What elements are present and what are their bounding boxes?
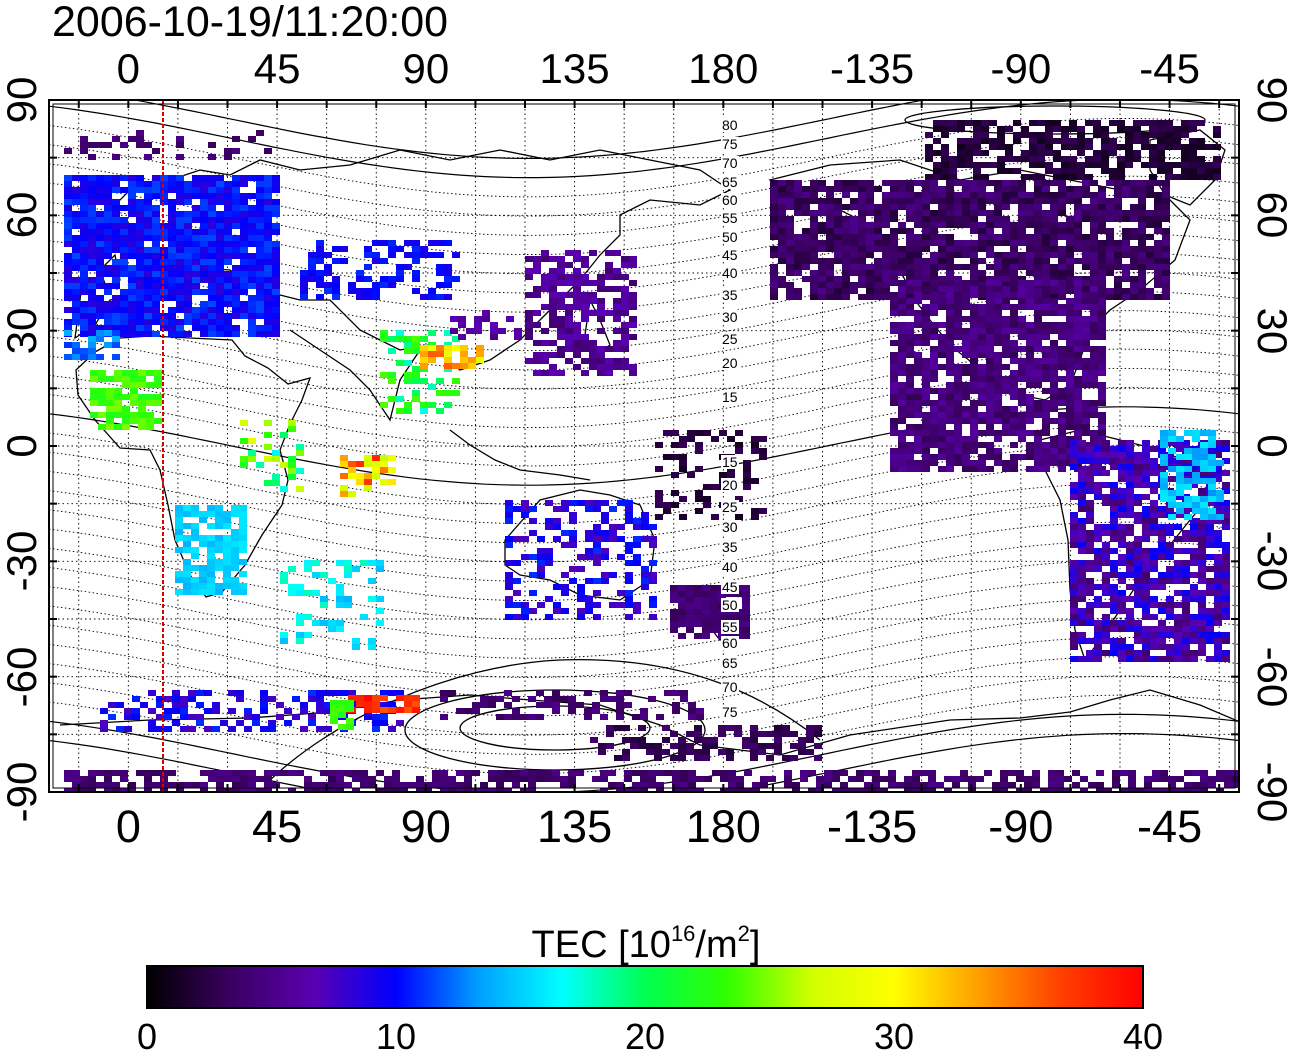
bottom-lon-tick: 180 — [685, 801, 761, 852]
colorbar-tick: 0 — [136, 1016, 158, 1057]
contour-label: 50 — [721, 229, 739, 245]
bottom-lon-tick: 0 — [115, 801, 141, 852]
right-lat-tick: 60 — [1249, 191, 1292, 239]
colorbar-tick: 30 — [873, 1016, 915, 1057]
contour-label: 25 — [721, 499, 739, 515]
contour-label: 15 — [721, 454, 739, 470]
right-lat-tick: 90 — [1249, 76, 1292, 124]
contour-label: 40 — [721, 265, 739, 281]
top-lon-tick: 45 — [253, 45, 301, 92]
bottom-lon-tick: 135 — [537, 801, 613, 852]
bottom-lon-tick: 45 — [252, 801, 303, 852]
colorbar-tick: 40 — [1122, 1016, 1164, 1057]
colorbar-label: TEC [1016/m2] — [531, 921, 761, 966]
contour-label: 35 — [721, 287, 739, 303]
left-lat-tick: 0 — [0, 434, 45, 458]
timestamp-title: 2006-10-19/11:20:00 — [52, 0, 449, 46]
contour-label: 70 — [721, 679, 739, 695]
contour-label: 30 — [721, 519, 739, 535]
right-lat-tick: -30 — [1249, 530, 1292, 592]
left-lat-tick: 90 — [0, 76, 45, 124]
contour-label: 15 — [721, 389, 739, 405]
contour-label: 30 — [721, 309, 739, 325]
bottom-lon-tick: 90 — [400, 801, 451, 852]
right-lat-tick: -90 — [1249, 761, 1292, 823]
top-lon-tick: -135 — [830, 45, 915, 92]
contour-label: 25 — [721, 331, 739, 347]
right-lat-tick: -60 — [1249, 646, 1292, 708]
top-lon-tick: 135 — [539, 45, 610, 92]
tec-data-cells — [64, 120, 1239, 792]
contour-label: 55 — [721, 619, 739, 635]
contour-label: 35 — [721, 539, 739, 555]
left-lat-tick: -90 — [0, 761, 45, 823]
contour-label: 75 — [721, 704, 739, 720]
top-lon-tick: 0 — [116, 45, 141, 92]
contour-label: 55 — [721, 210, 739, 226]
right-lat-tick: 30 — [1249, 307, 1292, 355]
left-lat-tick: -60 — [0, 646, 45, 708]
top-lon-tick: 90 — [402, 45, 450, 92]
contour-label: 80 — [721, 117, 739, 133]
left-lat-tick: 60 — [0, 191, 45, 239]
colorbar-tick: 20 — [624, 1016, 666, 1057]
left-lat-tick: -30 — [0, 530, 45, 592]
top-lon-tick: -45 — [1139, 45, 1200, 92]
contour-label: 65 — [721, 174, 739, 190]
contour-label: 50 — [721, 597, 739, 613]
right-lat-tick: 0 — [1249, 434, 1292, 458]
contour-label: 65 — [721, 655, 739, 671]
left-lat-tick: 30 — [0, 307, 45, 355]
contour-label: 70 — [721, 155, 739, 171]
colorbar — [146, 965, 1144, 1009]
contour-label: 20 — [721, 355, 739, 371]
bottom-lon-tick: -45 — [1137, 801, 1203, 852]
contour-label: 60 — [721, 192, 739, 208]
top-lon-tick: 180 — [688, 45, 759, 92]
map-frame — [48, 99, 1240, 793]
contour-label: 45 — [721, 579, 739, 595]
contour-label: 40 — [721, 559, 739, 575]
top-lon-tick: -90 — [990, 45, 1052, 92]
contour-label: 45 — [721, 247, 739, 263]
bottom-lon-tick: -90 — [988, 801, 1054, 852]
contour-label: 60 — [721, 635, 739, 651]
contour-label: 75 — [721, 136, 739, 152]
contour-label: 20 — [721, 477, 739, 493]
colorbar-tick: 10 — [375, 1016, 417, 1057]
bottom-lon-tick: -135 — [827, 801, 918, 852]
